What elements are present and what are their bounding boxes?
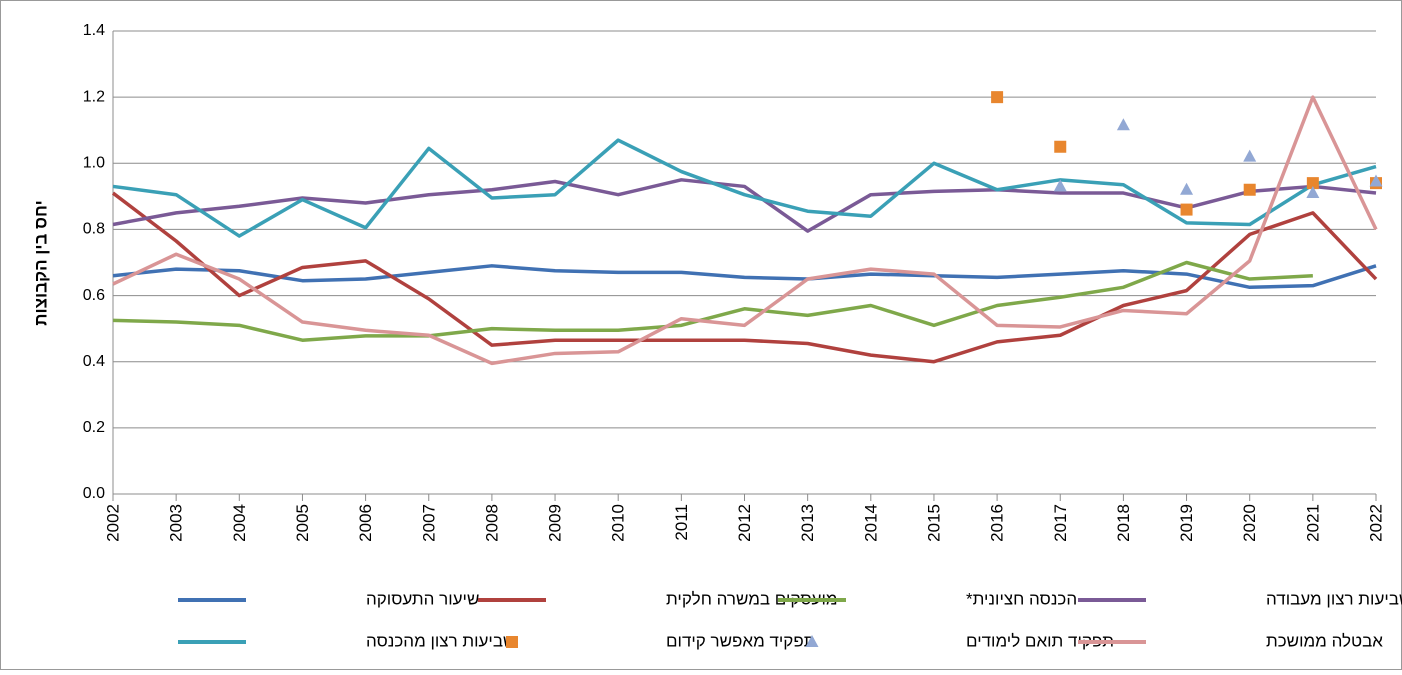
series-line	[112, 138, 1377, 238]
y-tick-label: 1.2	[83, 88, 105, 105]
x-tick-label: 2014	[861, 504, 880, 542]
x-tick-label: 2013	[798, 504, 817, 542]
x-tick-label: 2021	[1303, 504, 1322, 542]
data-point	[1306, 186, 1320, 199]
x-tick-label: 2018	[1114, 504, 1133, 542]
x-tick-label: 2007	[419, 504, 438, 542]
x-tick-label: 2012	[735, 504, 754, 542]
legend-marker	[506, 636, 518, 648]
legend-label: הכנסה חציונית*	[966, 589, 1077, 608]
legend-label: מועסקים במשרה חלקית	[666, 589, 838, 608]
x-tick-label: 2016	[988, 504, 1007, 542]
data-point	[1306, 177, 1319, 190]
x-tick-label: 2002	[104, 504, 123, 542]
y-tick-label: 0.8	[83, 221, 105, 238]
series-line	[112, 264, 1377, 290]
x-tick-label: 2010	[609, 504, 628, 542]
data-point	[1116, 118, 1130, 131]
legend-label: אבטלה ממושכת	[1266, 631, 1383, 650]
data-point	[1243, 183, 1256, 196]
y-tick-label: 0.6	[83, 287, 105, 304]
data-point	[1180, 182, 1194, 195]
y-axis-label: יחס בין הקבוצות	[31, 200, 50, 325]
data-point	[1053, 179, 1067, 192]
data-point	[1180, 203, 1193, 216]
legend-label: תפקיד מאפשר קידום	[666, 631, 815, 650]
y-tick-label: 1.4	[83, 22, 105, 39]
series-line	[112, 260, 1313, 342]
legend-label: שביעות רצון מהכנסה	[366, 631, 515, 650]
legend-label: תפקיד תואם לימודים	[966, 631, 1114, 650]
x-tick-label: 2005	[293, 504, 312, 542]
y-tick-label: 0.4	[83, 353, 105, 370]
data-point	[991, 91, 1004, 104]
x-tick-label: 2015	[924, 504, 943, 542]
x-tick-label: 2003	[167, 504, 186, 542]
data-point	[1369, 174, 1383, 187]
data-point	[1243, 149, 1257, 162]
series-line	[112, 178, 1377, 233]
y-tick-label: 0.2	[83, 419, 105, 436]
y-tick-label: 0.0	[83, 485, 105, 502]
x-tick-label: 2011	[672, 504, 691, 541]
x-tick-label: 2019	[1177, 504, 1196, 542]
series-line	[112, 95, 1378, 366]
y-tick-label: 1.0	[83, 155, 105, 172]
legend-marker	[805, 635, 819, 647]
x-tick-label: 2009	[546, 504, 565, 542]
legend-label: שיעור התעסוקה	[366, 589, 479, 608]
series-line	[111, 191, 1378, 364]
data-point	[1054, 140, 1067, 153]
x-tick-label: 2008	[482, 504, 501, 542]
legend-label: שביעות רצון מעבודה	[1266, 589, 1402, 608]
x-tick-label: 2022	[1367, 504, 1386, 542]
x-tick-label: 2006	[356, 504, 375, 542]
x-tick-label: 2004	[230, 504, 249, 542]
x-tick-label: 2017	[1051, 504, 1070, 542]
x-tick-label: 2020	[1240, 504, 1259, 542]
